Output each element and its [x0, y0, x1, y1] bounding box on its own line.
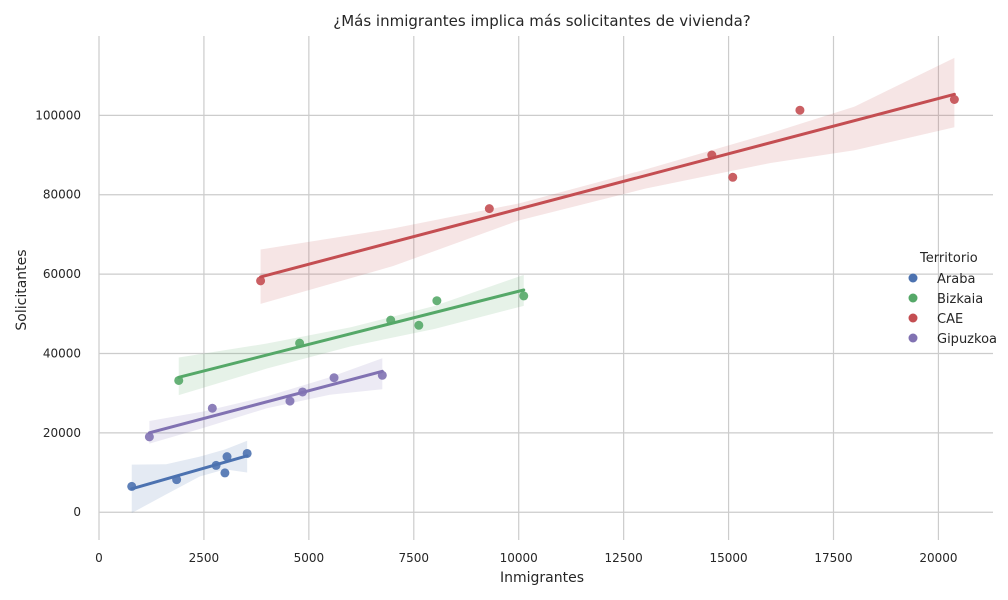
fit-line-bizkaia	[177, 288, 526, 379]
x-tick-label: 10000	[500, 551, 538, 565]
y-tick-label: 0	[73, 505, 81, 519]
legend-label-bizkaia: Bizkaia	[937, 292, 983, 307]
point-bizkaia	[519, 291, 529, 301]
x-axis-title: Inmigrantes	[500, 570, 584, 586]
point-cae	[728, 172, 738, 182]
y-tick-label: 20000	[43, 426, 81, 440]
legend-marker-araba	[908, 273, 918, 283]
point-cae	[484, 204, 494, 214]
fit-line-cae	[259, 92, 956, 279]
regression-lines	[130, 92, 956, 491]
point-araba	[220, 468, 230, 478]
x-tick-label: 17500	[814, 551, 852, 565]
x-axis-ticks: 0 2500 5000 7500 10000 12500 15000 17500 20000	[95, 551, 957, 565]
point-araba	[172, 475, 182, 485]
y-tick-label: 80000	[43, 188, 81, 202]
x-tick-label: 2500	[189, 551, 220, 565]
point-gipuzkoa	[377, 370, 387, 380]
point-araba	[127, 481, 137, 491]
point-bizkaia	[432, 296, 442, 306]
point-araba	[211, 460, 221, 470]
point-gipuzkoa	[285, 396, 295, 406]
y-tick-label: 40000	[43, 346, 81, 360]
x-tick-label: 7500	[399, 551, 430, 565]
ci-band-araba	[131, 440, 248, 514]
data-points	[127, 94, 959, 491]
point-araba	[222, 452, 232, 462]
y-tick-label: 60000	[43, 267, 81, 281]
x-tick-label: 20000	[919, 551, 957, 565]
point-gipuzkoa	[144, 432, 154, 442]
x-tick-label: 15000	[709, 551, 747, 565]
point-cae	[949, 94, 959, 104]
point-cae	[707, 150, 717, 160]
point-gipuzkoa	[298, 387, 308, 397]
point-gipuzkoa	[207, 403, 217, 413]
legend-marker-bizkaia	[908, 293, 918, 303]
chart-title: ¿Más inmigrantes implica más solicitante…	[333, 12, 750, 30]
ci-band-cae	[260, 57, 955, 304]
x-tick-label: 12500	[605, 551, 643, 565]
legend-label-cae: CAE	[937, 312, 963, 327]
legend-label-araba: Araba	[937, 272, 975, 287]
point-bizkaia	[174, 375, 184, 385]
point-bizkaia	[414, 320, 424, 330]
y-axis-title: Solicitantes	[14, 249, 30, 330]
legend-title: Territorio	[919, 251, 978, 266]
legend-marker-cae	[908, 313, 918, 323]
y-axis-ticks: 0 20000 40000 60000 80000 100000	[35, 108, 81, 519]
legend-label-gipuzkoa: Gipuzkoa	[937, 332, 997, 347]
legend: Territorio Araba Bizkaia CAE Gipuzkoa	[908, 251, 997, 347]
point-cae	[795, 105, 805, 115]
x-tick-label: 0	[95, 551, 103, 565]
grid	[98, 36, 993, 540]
fit-line-araba	[130, 454, 249, 491]
x-tick-label: 5000	[294, 551, 325, 565]
point-araba	[242, 448, 252, 458]
fit-line-gipuzkoa	[147, 369, 384, 435]
legend-marker-gipuzkoa	[908, 333, 918, 343]
point-gipuzkoa	[329, 373, 339, 383]
point-cae	[256, 276, 266, 286]
point-bizkaia	[386, 315, 396, 325]
y-tick-label: 100000	[35, 108, 81, 122]
point-bizkaia	[295, 338, 305, 348]
